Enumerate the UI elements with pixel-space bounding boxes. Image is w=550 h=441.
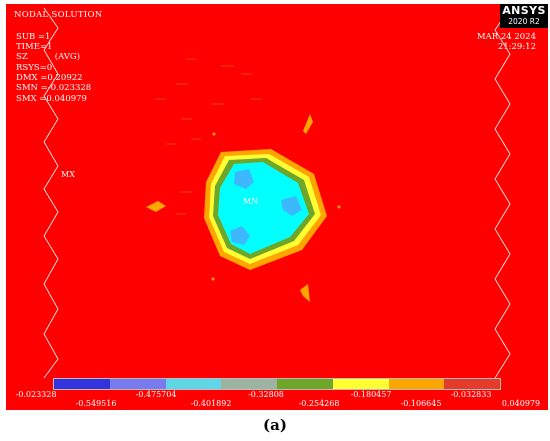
contour-plot-viewport: NODAL SOLUTION SUB =1 TIME=1 SZ (AVG) RS… — [6, 4, 548, 410]
legend-segment-4 — [221, 379, 277, 389]
legend-tick-upper-1: -0.023328 — [15, 390, 57, 399]
time-value: TIME=1 — [16, 42, 53, 52]
legend-segment-6 — [332, 379, 389, 389]
legend-tick-upper-3: -0.32808 — [248, 390, 284, 399]
result-component: SZ (AVG) — [16, 52, 81, 62]
legend-tick-upper-5: -0.032833 — [450, 390, 492, 399]
mesh-artifacts — [156, 58, 262, 215]
legend-tick-lower-4: -0.106645 — [400, 399, 442, 408]
legend-segment-1 — [54, 379, 110, 389]
legend-tick-lower-5: 0.040979 — [501, 399, 541, 408]
max-marker: MX — [61, 170, 75, 179]
legend-tick-upper-4: -0.180457 — [350, 390, 392, 399]
legend-tick-lower-2: -0.401892 — [190, 399, 232, 408]
plot-title: NODAL SOLUTION — [14, 10, 103, 20]
legend-segment-8 — [444, 379, 500, 389]
caption-label: (a) — [263, 416, 287, 434]
max-value: SMX =0.040979 — [16, 94, 87, 104]
color-legend-bar — [53, 378, 501, 390]
contour-plot — [43, 7, 511, 379]
date-label: MAR 24 2024 — [476, 32, 536, 42]
legend-segment-7 — [388, 379, 445, 389]
legend-tick-lower-1: -0.549516 — [75, 399, 117, 408]
legend-segment-3 — [165, 379, 222, 389]
legend-segment-5 — [277, 379, 333, 389]
right-edge-line — [494, 7, 511, 379]
logo-version: 2020 R2 — [508, 17, 540, 26]
sub-step: SUB =1 — [16, 32, 51, 42]
left-edge-line — [43, 7, 59, 379]
ansys-logo: ANSYS 2020 R2 — [500, 4, 548, 28]
legend-tick-lower-3: -0.254268 — [298, 399, 340, 408]
figure-caption: (a) — [0, 416, 550, 434]
min-value: SMN =-0.023328 — [16, 83, 92, 93]
legend-tick-upper-2: -0.475704 — [135, 390, 177, 399]
time-label: 21:29:12 — [497, 42, 536, 52]
logo-name: ANSYS — [502, 4, 546, 17]
stress-concentration-region — [204, 149, 327, 270]
max-displacement: DMX =0.20922 — [16, 73, 83, 83]
stress-petals — [146, 114, 341, 302]
legend-segment-2 — [109, 379, 166, 389]
min-marker: MN — [243, 197, 259, 206]
coordinate-system: RSYS=0 — [16, 63, 53, 73]
